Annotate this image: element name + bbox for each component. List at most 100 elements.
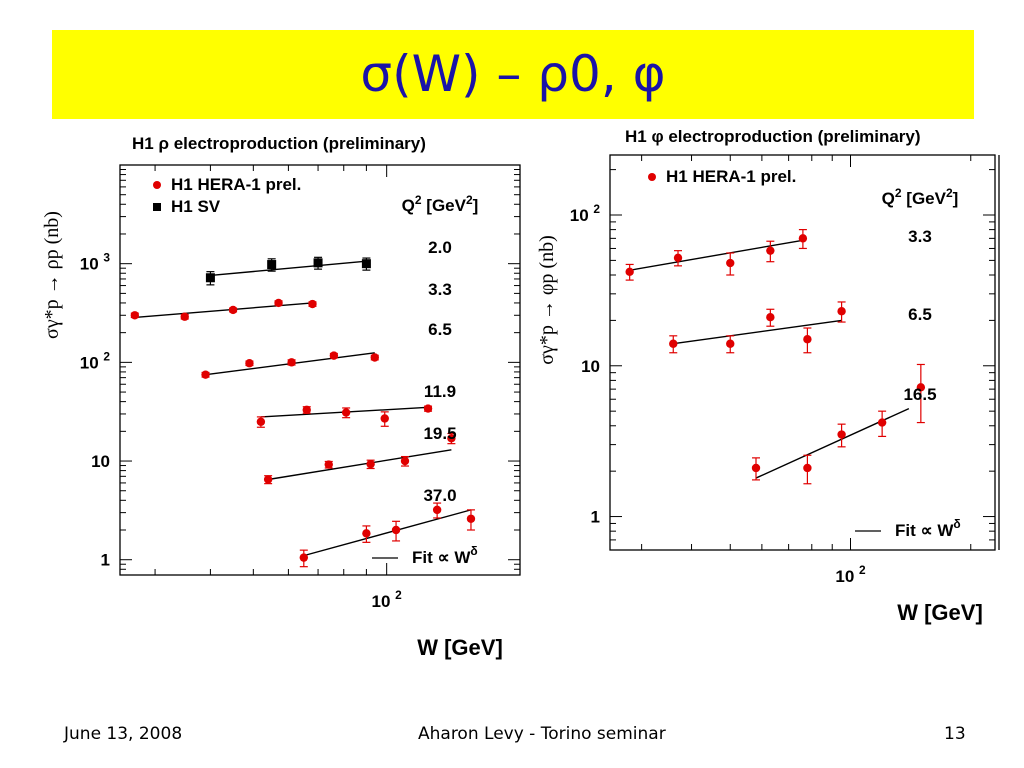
q2-label: 3.3 xyxy=(908,227,932,246)
data-point xyxy=(803,335,812,344)
x-axis-label: W [GeV] xyxy=(417,635,503,660)
series-6.5: 6.5 xyxy=(669,301,932,354)
y-tick-label: 1 xyxy=(101,551,110,570)
data-point xyxy=(329,351,339,360)
q2-label: 37.0 xyxy=(423,486,456,505)
rho-chart: 1 10 10 2 10 3 10 2 H1 ρ electroproduction (p… xyxy=(41,134,521,660)
y-tick-label: 10 2 xyxy=(570,202,601,225)
plot-frame xyxy=(119,164,521,576)
data-point xyxy=(447,434,456,443)
data-point xyxy=(625,267,634,277)
data-point xyxy=(877,418,887,427)
data-point xyxy=(341,408,351,417)
data-point xyxy=(673,253,683,263)
data-point xyxy=(400,456,410,466)
data-point xyxy=(287,358,296,367)
data-point xyxy=(837,307,846,316)
series-16.5: 16.5 xyxy=(751,363,937,485)
legend-label: H1 HERA-1 prel. xyxy=(171,175,301,194)
x-tick-label: 10 2 xyxy=(835,563,866,586)
data-point xyxy=(267,260,277,270)
legend-label: H1 SV xyxy=(171,197,221,216)
q2-label: 3.3 xyxy=(428,280,452,299)
data-point xyxy=(201,370,210,379)
series-2.0: 2.0 xyxy=(205,238,452,286)
q2-label: 11.9 xyxy=(424,382,456,401)
data-point xyxy=(361,259,371,269)
series-19.5: 19.5 xyxy=(263,424,457,485)
q2-header: Q2 [GeV2] xyxy=(402,193,479,215)
y-tick-label: 10 xyxy=(91,452,110,471)
data-point xyxy=(313,258,323,268)
series-3.3: 3.3 xyxy=(130,280,452,321)
q2-header: Q2 [GeV2] xyxy=(882,186,959,208)
data-point xyxy=(366,459,375,469)
y-axis-label: σγ*p → ρp (nb) xyxy=(41,211,63,339)
data-point xyxy=(362,529,371,538)
q2-label: 19.5 xyxy=(423,424,456,443)
legend-marker-sv xyxy=(153,203,161,211)
fit-line xyxy=(268,449,452,481)
data-point xyxy=(299,553,309,562)
q2-label: 2.0 xyxy=(428,238,452,257)
data-point xyxy=(245,359,254,368)
y-tick-label: 1 xyxy=(591,508,600,527)
y-tick-label: 10 3 xyxy=(80,251,111,274)
q2-label: 16.5 xyxy=(903,385,936,404)
data-point xyxy=(432,505,442,515)
fit-line xyxy=(303,509,472,557)
data-point xyxy=(423,404,433,413)
data-point xyxy=(263,475,273,484)
footer-date: June 13, 2008 xyxy=(64,724,183,744)
data-point xyxy=(274,298,283,308)
series-11.9: 11.9 xyxy=(256,382,456,428)
chart-title: H1 ρ electroproduction (preliminary) xyxy=(132,134,426,153)
data-point xyxy=(228,305,238,315)
q2-label: 6.5 xyxy=(428,320,452,339)
plot-frame xyxy=(609,154,996,551)
data-point xyxy=(391,525,401,535)
series-37.0: 37.0 xyxy=(299,486,476,568)
fit-legend-label: Fit ∝ Wδ xyxy=(895,517,961,540)
title-banner: σ(W) – ρ0, φ xyxy=(52,30,974,119)
q2-label: 6.5 xyxy=(908,305,932,324)
footer-page: 13 xyxy=(944,724,966,744)
phi-chart: 1 10 10 2 10 2 H1 φ electroproduction (preli… xyxy=(536,127,1000,625)
data-point xyxy=(380,414,389,423)
legend-label: H1 HERA-1 prel. xyxy=(666,167,796,186)
fit-line xyxy=(210,260,367,277)
data-point xyxy=(302,405,311,415)
fit-line xyxy=(629,239,804,271)
legend-marker-h1 xyxy=(648,173,656,181)
data-point xyxy=(324,460,333,469)
data-point xyxy=(916,383,926,392)
fit-line xyxy=(134,302,313,319)
fit-line xyxy=(755,407,910,479)
data-point xyxy=(803,463,812,473)
data-point xyxy=(798,234,808,243)
data-point xyxy=(751,463,761,473)
data-point xyxy=(726,258,735,268)
slide-title: σ(W) – ρ0, φ xyxy=(360,45,666,103)
data-point xyxy=(766,312,775,322)
series-3.3: 3.3 xyxy=(625,227,932,281)
data-point xyxy=(669,339,678,348)
data-point xyxy=(370,353,379,362)
series-6.5: 6.5 xyxy=(201,320,452,379)
chart-title: H1 φ electroproduction (preliminary) xyxy=(625,127,921,146)
x-axis-label: W [GeV] xyxy=(897,600,983,625)
data-point xyxy=(766,246,775,255)
data-point xyxy=(205,273,215,283)
y-axis-label: σγ*p → φp (nb) xyxy=(536,235,558,364)
data-point xyxy=(837,430,846,439)
data-point xyxy=(130,311,140,320)
data-point xyxy=(256,417,266,426)
legend-marker-h1 xyxy=(153,181,161,189)
fit-line xyxy=(673,319,842,345)
y-tick-label: 10 2 xyxy=(80,349,111,372)
data-point xyxy=(180,312,189,321)
data-point xyxy=(308,299,317,309)
fit-legend-label: Fit ∝ Wδ xyxy=(412,544,478,567)
data-point xyxy=(466,514,476,523)
x-tick-label: 10 2 xyxy=(372,588,403,611)
